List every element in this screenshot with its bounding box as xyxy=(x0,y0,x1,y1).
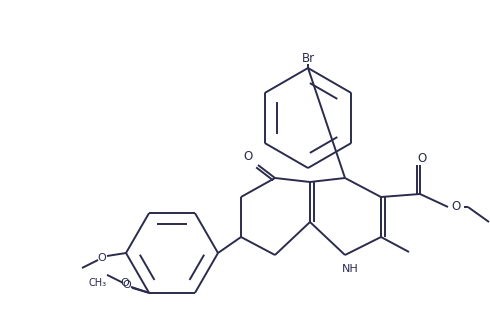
Text: O: O xyxy=(417,151,427,165)
Text: CH₃: CH₃ xyxy=(89,278,107,288)
Text: O: O xyxy=(244,149,253,162)
Text: O: O xyxy=(451,199,461,212)
Text: O: O xyxy=(98,253,106,263)
Text: Br: Br xyxy=(301,52,315,64)
Text: O: O xyxy=(121,278,129,288)
Text: O: O xyxy=(122,280,131,290)
Text: NH: NH xyxy=(342,264,358,274)
